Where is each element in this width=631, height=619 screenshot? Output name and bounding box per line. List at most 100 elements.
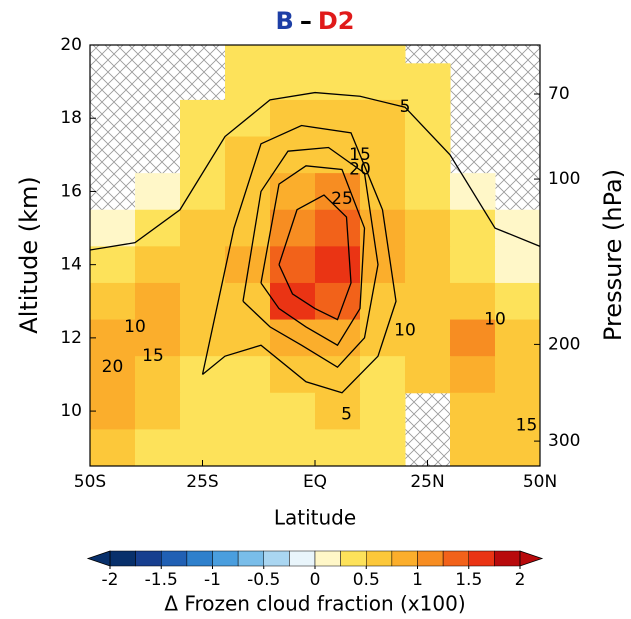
field-cell xyxy=(90,209,136,247)
field-cell xyxy=(315,282,361,321)
contour-label: 10 xyxy=(484,310,506,330)
field-cell xyxy=(450,319,496,357)
field-cell xyxy=(495,429,540,466)
field-cell xyxy=(90,246,136,284)
colorbar-swatch xyxy=(263,550,290,567)
y-tick-label: 16 xyxy=(60,181,82,201)
contour-line xyxy=(90,91,540,251)
colorbar-tick-label: -1.5 xyxy=(145,570,178,590)
colorbar-tick-label: 2 xyxy=(515,570,526,590)
x-axis-label: Latitude xyxy=(274,506,356,530)
field-cell xyxy=(225,63,271,101)
field-cell xyxy=(135,392,181,430)
field-cell xyxy=(450,282,496,321)
field-cell xyxy=(135,246,181,284)
field-cell xyxy=(90,429,136,466)
field-cell xyxy=(90,392,136,430)
colorbar-swatch xyxy=(237,550,264,567)
field-cell xyxy=(90,319,136,357)
field-cell xyxy=(495,246,540,284)
colorbar-extend-low xyxy=(86,550,111,567)
contour-label: 15 xyxy=(349,145,371,165)
y2-tick-label: 300 xyxy=(548,431,580,451)
colorbar-swatch xyxy=(314,550,341,567)
field-cell xyxy=(495,356,540,394)
field-cell xyxy=(450,429,496,466)
field-cell xyxy=(135,356,181,394)
x-tick-label: EQ xyxy=(303,472,327,492)
field-cell xyxy=(315,319,361,357)
y-tick-label: 14 xyxy=(60,255,82,275)
contour-label: 20 xyxy=(102,357,124,377)
contour-label: 10 xyxy=(124,317,146,337)
field-cell xyxy=(270,319,316,357)
field-cell xyxy=(270,282,316,321)
field-cell xyxy=(180,246,226,284)
field-cell xyxy=(360,392,406,430)
colorbar-swatch xyxy=(468,550,495,567)
colorbar-swatch xyxy=(442,550,469,567)
field-cell xyxy=(360,246,406,284)
colorbar-tick-label: 0 xyxy=(310,570,321,590)
field-cell xyxy=(405,319,451,357)
colorbar-swatch xyxy=(109,550,136,567)
contour-label: 5 xyxy=(341,405,352,425)
field-cell xyxy=(225,356,271,394)
field-cell xyxy=(360,209,406,247)
y-axis-label: Altitude (km) xyxy=(15,176,43,333)
field-cell xyxy=(405,246,451,284)
y-tick-label: 10 xyxy=(60,401,82,421)
colorbar-swatch xyxy=(186,550,213,567)
colorbar-swatch xyxy=(212,550,239,567)
field-cell xyxy=(315,209,361,247)
field-cell xyxy=(225,319,271,357)
field-cell xyxy=(450,246,496,284)
field xyxy=(90,45,540,466)
field-cell xyxy=(495,282,540,321)
x-tick-label: 25S xyxy=(186,472,218,492)
field-cell xyxy=(270,429,316,466)
y2-tick-label: 70 xyxy=(548,84,570,104)
field-cell xyxy=(225,246,271,284)
field-cell xyxy=(495,319,540,357)
contour-label: 5 xyxy=(400,97,411,117)
contour-label: 25 xyxy=(331,189,353,209)
field-cell xyxy=(450,209,496,247)
field-cell xyxy=(270,209,316,247)
contour-line xyxy=(201,124,397,394)
colorbar-swatch xyxy=(161,550,188,567)
field-cell xyxy=(180,392,226,430)
colorbar-swatch xyxy=(289,550,316,567)
field-cell xyxy=(360,63,406,101)
field-cell xyxy=(270,173,316,211)
title-part: B xyxy=(276,7,294,35)
colorbar-tick-label: 0.5 xyxy=(353,570,380,590)
field-cell xyxy=(450,356,496,394)
field-cell xyxy=(270,63,316,101)
x-tick-label: 25N xyxy=(410,472,444,492)
field-cell xyxy=(135,209,181,247)
field-cell xyxy=(180,99,226,138)
y2-axis-label: Pressure (hPa) xyxy=(599,169,627,341)
colorbar-tick-label: -0.5 xyxy=(247,570,280,590)
field-cell xyxy=(360,282,406,321)
field-cell xyxy=(270,99,316,138)
field-cell xyxy=(225,45,271,64)
colorbar-swatch xyxy=(417,550,444,567)
field-cell xyxy=(180,319,226,357)
field-cell xyxy=(315,356,361,394)
field-cell xyxy=(270,392,316,430)
chart-title: B – D2 xyxy=(276,7,355,35)
field-cell xyxy=(270,246,316,284)
field-cell xyxy=(270,356,316,394)
field-cell xyxy=(90,282,136,321)
field-cell xyxy=(180,209,226,247)
colorbar-tick-label: -2 xyxy=(102,570,119,590)
colorbar-label: Δ Frozen cloud fraction (x100) xyxy=(164,592,465,616)
contour-label: 20 xyxy=(349,159,371,179)
field-cell xyxy=(405,136,451,174)
field-cell xyxy=(135,282,181,321)
field-cell xyxy=(315,392,361,430)
contour-line xyxy=(260,165,366,347)
